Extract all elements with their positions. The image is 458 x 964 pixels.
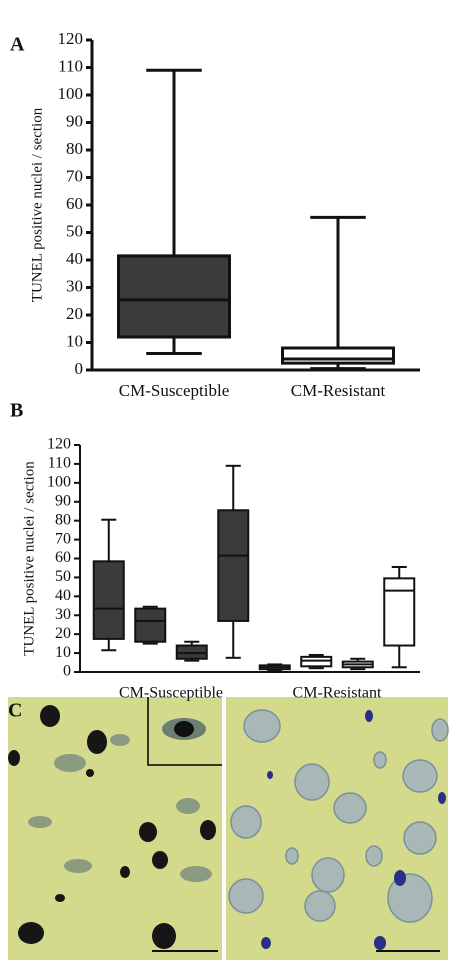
x-tick-label: CM-Resistant — [293, 685, 382, 702]
y-tick-label: 110 — [58, 56, 83, 75]
y-tick-label: 0 — [63, 663, 71, 680]
box — [383, 577, 416, 647]
y-tick-label: 50 — [55, 568, 71, 585]
y-tick-label: 30 — [66, 276, 83, 295]
y-tick-label: 110 — [48, 455, 71, 472]
y-tick-label: 0 — [75, 359, 84, 378]
panel-label: B — [10, 400, 23, 422]
box — [117, 254, 231, 339]
y-tick-label: 120 — [47, 436, 71, 453]
y-tick-label: 90 — [66, 111, 83, 130]
x-tick-label: CM-Resistant — [291, 381, 386, 400]
panel-label: C — [8, 700, 22, 722]
y-tick-label: 100 — [47, 474, 71, 491]
y-tick-label: 80 — [55, 511, 71, 528]
x-tick-label: CM-Susceptible — [119, 381, 230, 400]
y-tick-label: 40 — [66, 249, 83, 268]
y-tick-label: 80 — [66, 139, 83, 158]
y-tick-label: 60 — [66, 194, 83, 213]
y-tick-label: 10 — [66, 331, 83, 350]
box — [217, 509, 250, 622]
y-tick-label: 10 — [55, 644, 71, 661]
panel-label: A — [10, 34, 25, 56]
micrograph-right — [226, 697, 449, 960]
y-tick-label: 30 — [55, 606, 71, 623]
y-tick-label: 90 — [55, 492, 71, 509]
y-tick-label: 20 — [66, 304, 83, 323]
y-tick-label: 100 — [58, 84, 84, 103]
y-tick-label: 50 — [66, 221, 83, 240]
y-tick-label: 60 — [55, 549, 71, 566]
box — [134, 607, 167, 643]
y-tick-label: 40 — [55, 587, 71, 604]
y-tick-label: 70 — [55, 530, 71, 547]
y-axis-label: TUNEL positive nuclei / section — [29, 107, 45, 302]
x-tick-label: CM-Susceptible — [119, 685, 223, 702]
y-tick-label: 70 — [66, 166, 83, 185]
box — [281, 346, 395, 365]
box — [92, 560, 125, 640]
y-tick-label: 20 — [55, 625, 71, 642]
y-axis-label: TUNEL positive nuclei / section — [21, 461, 37, 656]
micrograph-left — [8, 697, 222, 960]
y-tick-label: 120 — [58, 29, 84, 48]
